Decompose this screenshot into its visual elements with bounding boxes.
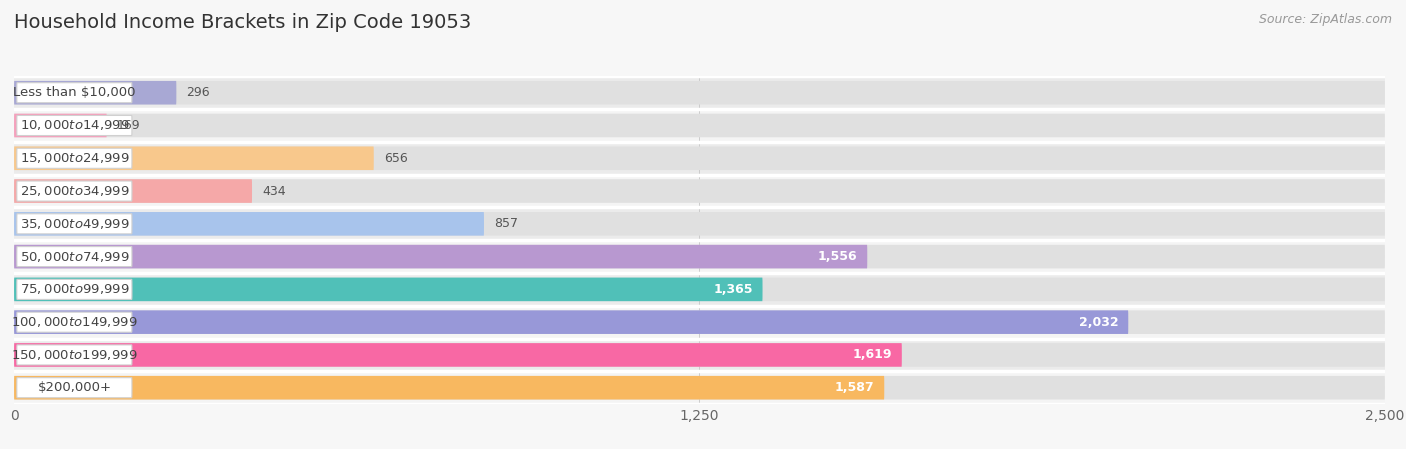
Text: 656: 656 bbox=[384, 152, 408, 165]
Text: $50,000 to $74,999: $50,000 to $74,999 bbox=[20, 250, 129, 264]
FancyBboxPatch shape bbox=[17, 83, 132, 103]
Text: Less than $10,000: Less than $10,000 bbox=[13, 86, 135, 99]
FancyBboxPatch shape bbox=[17, 181, 132, 201]
FancyBboxPatch shape bbox=[17, 345, 132, 365]
FancyBboxPatch shape bbox=[14, 76, 1385, 109]
FancyBboxPatch shape bbox=[14, 273, 1385, 306]
FancyBboxPatch shape bbox=[17, 312, 132, 332]
FancyBboxPatch shape bbox=[14, 81, 1385, 105]
FancyBboxPatch shape bbox=[14, 146, 374, 170]
Text: 1,365: 1,365 bbox=[713, 283, 752, 296]
FancyBboxPatch shape bbox=[17, 115, 132, 136]
FancyBboxPatch shape bbox=[14, 212, 484, 236]
Text: $15,000 to $24,999: $15,000 to $24,999 bbox=[20, 151, 129, 165]
FancyBboxPatch shape bbox=[14, 207, 1385, 240]
FancyBboxPatch shape bbox=[14, 376, 884, 400]
FancyBboxPatch shape bbox=[14, 240, 1385, 273]
Text: 169: 169 bbox=[117, 119, 141, 132]
FancyBboxPatch shape bbox=[14, 371, 1385, 404]
Text: $35,000 to $49,999: $35,000 to $49,999 bbox=[20, 217, 129, 231]
FancyBboxPatch shape bbox=[17, 247, 132, 267]
Text: 1,587: 1,587 bbox=[835, 381, 875, 394]
FancyBboxPatch shape bbox=[14, 179, 1385, 203]
FancyBboxPatch shape bbox=[14, 306, 1385, 339]
Text: Source: ZipAtlas.com: Source: ZipAtlas.com bbox=[1258, 13, 1392, 26]
Text: 434: 434 bbox=[262, 185, 285, 198]
FancyBboxPatch shape bbox=[14, 146, 1385, 170]
FancyBboxPatch shape bbox=[14, 245, 868, 269]
FancyBboxPatch shape bbox=[14, 114, 107, 137]
Text: 2,032: 2,032 bbox=[1078, 316, 1118, 329]
FancyBboxPatch shape bbox=[17, 378, 132, 398]
FancyBboxPatch shape bbox=[14, 212, 1385, 236]
FancyBboxPatch shape bbox=[14, 343, 901, 367]
FancyBboxPatch shape bbox=[14, 310, 1128, 334]
FancyBboxPatch shape bbox=[17, 214, 132, 234]
FancyBboxPatch shape bbox=[14, 343, 1385, 367]
Text: Household Income Brackets in Zip Code 19053: Household Income Brackets in Zip Code 19… bbox=[14, 13, 471, 32]
Text: $25,000 to $34,999: $25,000 to $34,999 bbox=[20, 184, 129, 198]
FancyBboxPatch shape bbox=[14, 277, 762, 301]
Text: 857: 857 bbox=[494, 217, 517, 230]
FancyBboxPatch shape bbox=[14, 179, 252, 203]
Text: $75,000 to $99,999: $75,000 to $99,999 bbox=[20, 282, 129, 296]
FancyBboxPatch shape bbox=[14, 376, 1385, 400]
Text: $150,000 to $199,999: $150,000 to $199,999 bbox=[11, 348, 138, 362]
FancyBboxPatch shape bbox=[14, 175, 1385, 207]
Text: 1,556: 1,556 bbox=[818, 250, 858, 263]
Text: 296: 296 bbox=[186, 86, 209, 99]
FancyBboxPatch shape bbox=[14, 245, 1385, 269]
FancyBboxPatch shape bbox=[17, 279, 132, 299]
FancyBboxPatch shape bbox=[14, 109, 1385, 142]
FancyBboxPatch shape bbox=[14, 339, 1385, 371]
FancyBboxPatch shape bbox=[14, 114, 1385, 137]
Text: $100,000 to $149,999: $100,000 to $149,999 bbox=[11, 315, 138, 329]
Text: $10,000 to $14,999: $10,000 to $14,999 bbox=[20, 119, 129, 132]
Text: $200,000+: $200,000+ bbox=[38, 381, 111, 394]
FancyBboxPatch shape bbox=[14, 277, 1385, 301]
FancyBboxPatch shape bbox=[17, 148, 132, 168]
Text: 1,619: 1,619 bbox=[852, 348, 891, 361]
FancyBboxPatch shape bbox=[14, 310, 1385, 334]
FancyBboxPatch shape bbox=[14, 81, 176, 105]
FancyBboxPatch shape bbox=[14, 142, 1385, 175]
